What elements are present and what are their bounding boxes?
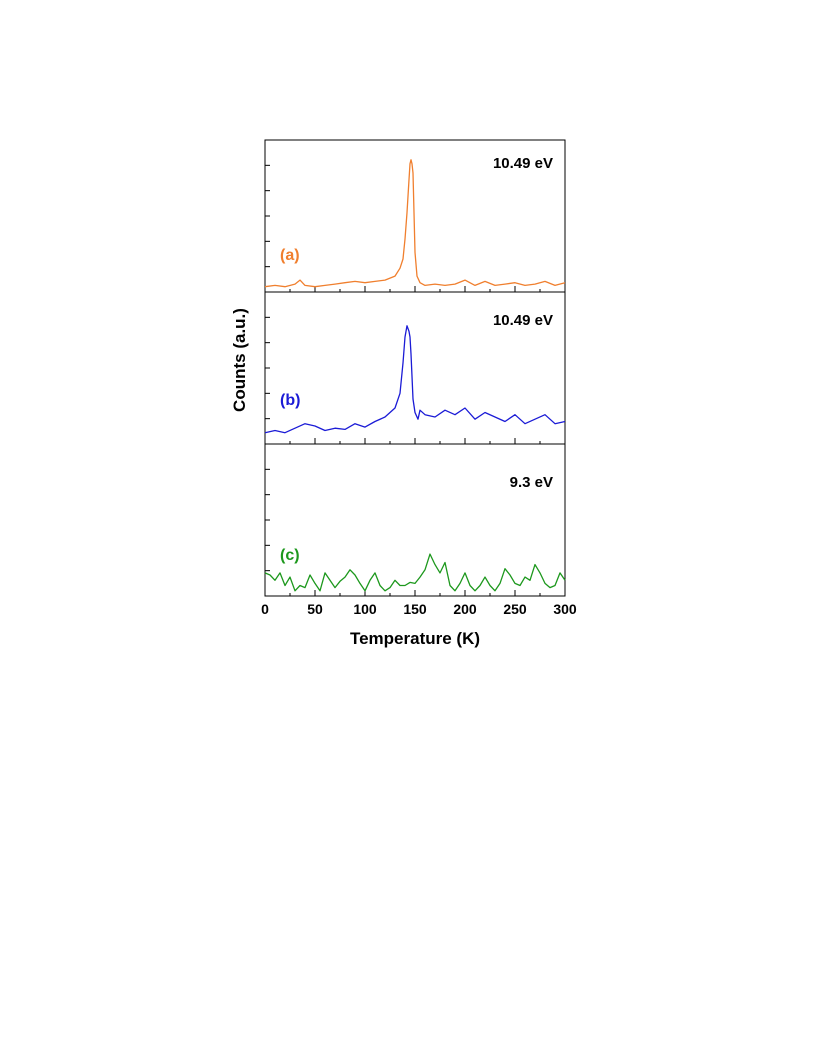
panel-label-c: (c) — [280, 547, 300, 564]
panels-layer: (a) 10.49 eV (b) 10.49 eV (c) 9.3 eV — [264, 139, 566, 597]
series-line-a — [264, 159, 566, 288]
x-tick-label: 0 — [261, 601, 269, 617]
energy-label-c: 9.3 eV — [510, 474, 553, 491]
x-tick-label: 200 — [453, 601, 477, 617]
panel-label-a: (a) — [280, 247, 300, 264]
y-axis-label: Counts (a.u.) — [230, 308, 249, 412]
panel-a: (a) 10.49 eV — [264, 139, 566, 293]
panel-frame — [264, 443, 566, 597]
energy-label-b: 10.49 eV — [493, 312, 553, 329]
x-tick-label: 150 — [403, 601, 427, 617]
series-line-b — [264, 325, 566, 434]
x-tick-label: 100 — [353, 601, 377, 617]
x-tick-label: 300 — [553, 601, 577, 617]
x-tick-label: 50 — [307, 601, 323, 617]
x-axis-label: Temperature (K) — [350, 629, 480, 648]
panel-label-b: (b) — [280, 392, 300, 409]
x-axis: 0 50 100 150 200 250 300 — [261, 601, 577, 617]
panel-b: (b) 10.49 eV — [264, 291, 566, 445]
series-line-c — [264, 553, 566, 592]
energy-label-a: 10.49 eV — [493, 155, 553, 172]
x-tick-label: 250 — [503, 601, 527, 617]
panel-c: (c) 9.3 eV — [264, 443, 566, 597]
